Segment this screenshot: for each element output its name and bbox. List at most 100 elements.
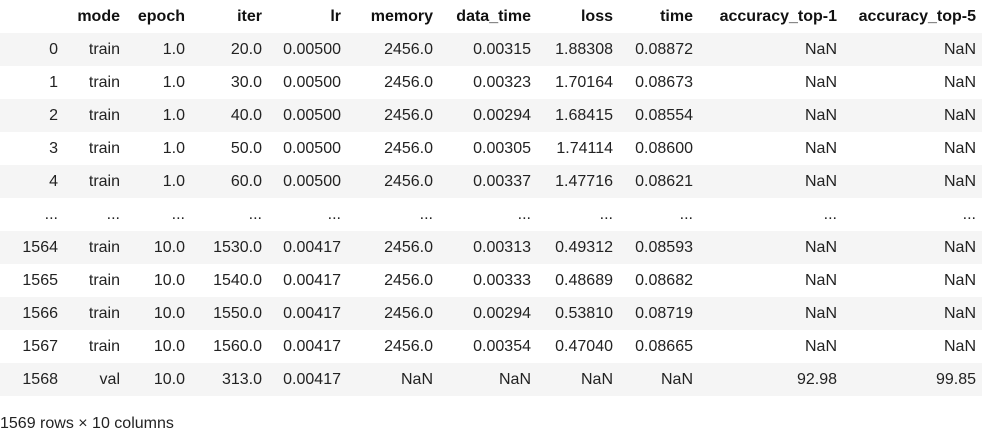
cell-memory: 2456.0 — [384, 338, 433, 355]
cell-epoch: 10.0 — [153, 239, 185, 256]
cell-mode: train — [88, 338, 120, 355]
cell-memory: 2456.0 — [384, 140, 433, 157]
cell-iter: 60.0 — [230, 173, 262, 190]
cell-lr: 0.00500 — [283, 41, 341, 58]
column-header-mode: mode — [64, 0, 126, 33]
cell-loss: 0.47040 — [555, 338, 613, 355]
table-row: 3 train 1.0 50.0 0.00500 2456.0 0.00305 1.74114… — [0, 132, 982, 165]
cell-data-time: 0.00333 — [473, 272, 531, 289]
row-index: 1565 — [22, 272, 58, 289]
cell-time: ... — [679, 206, 693, 223]
cell-data-time: 0.00323 — [473, 74, 531, 91]
column-header-memory: memory — [347, 0, 439, 33]
cell-accuracy-top-1: NaN — [804, 74, 837, 91]
row-index: 3 — [49, 140, 58, 157]
cell-time: 0.08665 — [635, 338, 693, 355]
cell-accuracy-top-5: NaN — [943, 338, 976, 355]
cell-memory: NaN — [400, 371, 433, 388]
cell-iter: 20.0 — [230, 41, 262, 58]
cell-accuracy-top-1: NaN — [804, 272, 837, 289]
row-index: 1 — [49, 74, 58, 91]
column-header-time: time — [619, 0, 699, 33]
cell-loss: 1.68415 — [555, 107, 613, 124]
cell-accuracy-top-5: NaN — [943, 41, 976, 58]
row-index: 0 — [49, 41, 58, 58]
cell-mode: train — [88, 173, 120, 190]
table-row: 2 train 1.0 40.0 0.00500 2456.0 0.00294 1.68415… — [0, 99, 982, 132]
cell-epoch: ... — [171, 206, 185, 223]
cell-loss: 0.48689 — [555, 272, 613, 289]
cell-mode: train — [88, 272, 120, 289]
cell-accuracy-top-5: NaN — [943, 74, 976, 91]
cell-accuracy-top-1: 92.98 — [796, 371, 837, 388]
cell-data-time: 0.00313 — [473, 239, 531, 256]
row-index: 1567 — [22, 338, 58, 355]
cell-time: NaN — [660, 371, 693, 388]
cell-accuracy-top-5: NaN — [943, 173, 976, 190]
cell-loss: 1.88308 — [555, 41, 613, 58]
cell-lr: 0.00500 — [283, 173, 341, 190]
cell-iter: ... — [248, 206, 262, 223]
row-index: 1564 — [22, 239, 58, 256]
row-index: 1568 — [22, 371, 58, 388]
cell-lr: ... — [327, 206, 341, 223]
dataframe-shape-caption: 1569 rows × 10 columns — [0, 415, 174, 432]
column-header-iter: iter — [191, 0, 268, 33]
row-index: 2 — [49, 107, 58, 124]
cell-mode: train — [88, 305, 120, 322]
cell-iter: 30.0 — [230, 74, 262, 91]
cell-accuracy-top-5: NaN — [943, 140, 976, 157]
column-header-epoch: epoch — [126, 0, 191, 33]
cell-lr: 0.00417 — [283, 239, 341, 256]
cell-iter: 1550.0 — [213, 305, 262, 322]
cell-iter: 40.0 — [230, 107, 262, 124]
cell-accuracy-top-1: ... — [823, 206, 837, 223]
cell-accuracy-top-1: NaN — [804, 239, 837, 256]
cell-accuracy-top-5: 99.85 — [935, 371, 976, 388]
cell-lr: 0.00500 — [283, 107, 341, 124]
cell-loss: 0.53810 — [555, 305, 613, 322]
cell-memory: ... — [419, 206, 433, 223]
table-row: 1564 train 10.0 1530.0 0.00417 2456.0 0.00313 0… — [0, 231, 982, 264]
cell-data-time: ... — [517, 206, 531, 223]
column-header-loss: loss — [537, 0, 619, 33]
cell-memory: 2456.0 — [384, 272, 433, 289]
table-row: ................................. — [0, 198, 982, 231]
cell-data-time: 0.00294 — [473, 107, 531, 124]
cell-memory: 2456.0 — [384, 173, 433, 190]
cell-loss: 1.74114 — [556, 140, 613, 157]
cell-time: 0.08600 — [635, 140, 693, 157]
column-header-data-time: data_time — [439, 0, 537, 33]
cell-epoch: 1.0 — [162, 140, 185, 157]
column-header-accuracy-top-5: accuracy_top-5 — [843, 0, 982, 33]
cell-mode: train — [88, 74, 120, 91]
cell-epoch: 1.0 — [162, 41, 185, 58]
cell-time: 0.08593 — [635, 239, 693, 256]
cell-data-time: 0.00354 — [473, 338, 531, 355]
cell-time: 0.08621 — [635, 173, 693, 190]
cell-data-time: 0.00294 — [473, 305, 531, 322]
table-row: 1568 val 10.0 313.0 0.00417 NaN NaN NaN NaN 92.98… — [0, 363, 982, 396]
dataframe-table: mode epoch iter lr memory data_time loss… — [0, 0, 982, 396]
cell-iter: 1540.0 — [213, 272, 262, 289]
cell-accuracy-top-1: NaN — [804, 305, 837, 322]
cell-accuracy-top-1: NaN — [804, 41, 837, 58]
cell-data-time: 0.00337 — [473, 173, 531, 190]
cell-iter: 50.0 — [230, 140, 262, 157]
cell-epoch: 10.0 — [153, 305, 185, 322]
cell-epoch: 1.0 — [162, 107, 185, 124]
cell-mode: train — [88, 140, 120, 157]
cell-loss: 1.70164 — [555, 74, 613, 91]
cell-data-time: NaN — [498, 371, 531, 388]
cell-iter: 1530.0 — [213, 239, 262, 256]
row-index: 4 — [49, 173, 58, 190]
cell-lr: 0.00500 — [283, 74, 341, 91]
cell-iter: 313.0 — [221, 371, 262, 388]
cell-loss: 0.49312 — [555, 239, 613, 256]
row-index: 1566 — [22, 305, 58, 322]
cell-epoch: 10.0 — [153, 272, 185, 289]
table-header: mode epoch iter lr memory data_time loss… — [0, 0, 982, 33]
cell-time: 0.08719 — [635, 305, 693, 322]
cell-mode: train — [88, 41, 120, 58]
cell-epoch: 10.0 — [153, 338, 185, 355]
